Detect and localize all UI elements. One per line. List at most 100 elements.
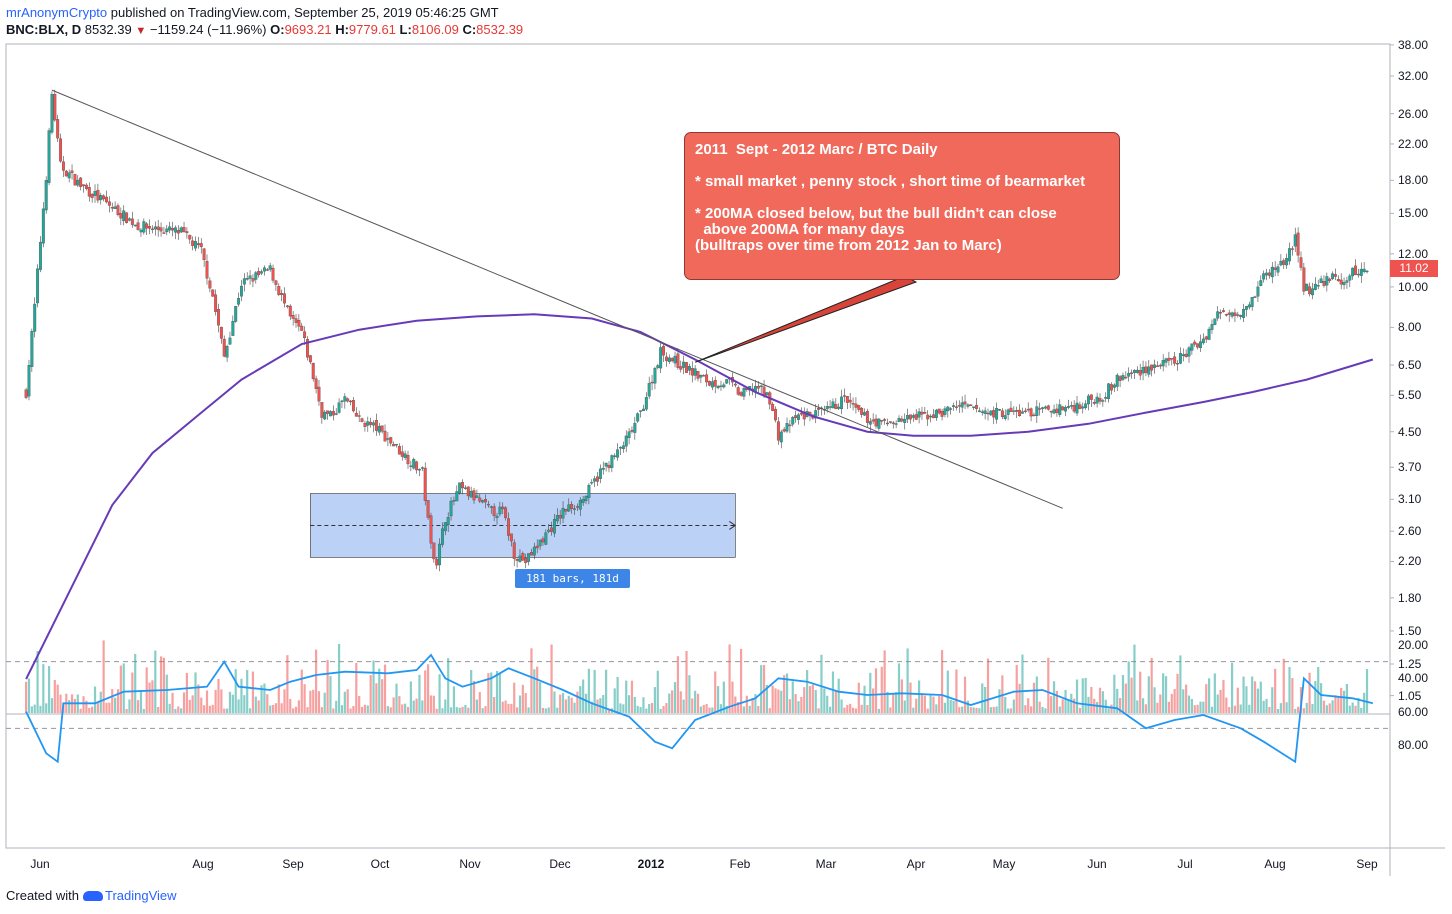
price-tick-label: 1.25 [1398, 657, 1422, 671]
volume-bar [438, 674, 441, 713]
volume-bar [938, 695, 941, 713]
candle-body [877, 418, 881, 429]
volume-bar [917, 680, 921, 713]
candle-body [851, 403, 855, 405]
volume-bar [50, 698, 54, 713]
candle-body [343, 396, 347, 402]
volume-bar [337, 643, 341, 713]
volume-bar [452, 686, 456, 713]
volume-bar [696, 693, 700, 713]
candle-body [1089, 394, 1093, 400]
volume-bar [671, 690, 674, 713]
candle-body [1112, 384, 1116, 388]
volume-bar [754, 694, 757, 713]
candle-body [509, 533, 513, 542]
candle-body [1308, 286, 1312, 295]
downtrend-line [51, 89, 1063, 509]
annotation-callout[interactable]: 2011 Sept - 2012 Marc / BTC Daily * smal… [684, 132, 1120, 280]
volume-bar [1256, 688, 1260, 713]
candle-body [558, 515, 562, 519]
candle-body [989, 410, 993, 416]
volume-bar [415, 698, 418, 713]
candle-body [1015, 410, 1019, 412]
volume-bar [111, 689, 114, 713]
candle-body [280, 293, 284, 295]
candle-body [610, 455, 614, 468]
candle-body [122, 210, 126, 222]
volume-bar [323, 692, 326, 713]
volume-bar [386, 706, 389, 713]
candles [24, 89, 1369, 572]
candle-body [567, 504, 571, 512]
volume-bar [251, 671, 255, 713]
volume-bar [432, 695, 435, 713]
volume-bar [231, 694, 234, 713]
candle-body [1066, 406, 1070, 408]
candle-body [360, 418, 364, 422]
volume-bar [521, 684, 524, 713]
candle-body [1345, 280, 1349, 283]
volume-bar [1196, 704, 1199, 713]
candle-body [245, 278, 249, 280]
volume-bar [418, 674, 421, 713]
candle-body [1227, 312, 1231, 315]
candle-body [797, 414, 800, 420]
candle-body [159, 227, 163, 232]
volume-bar [889, 707, 892, 713]
candle-body [1167, 357, 1171, 361]
volume-bar [1052, 681, 1056, 713]
volume-bar [352, 706, 355, 713]
price-tick-label: 26.00 [1398, 106, 1429, 121]
volume-bar [739, 648, 743, 713]
candle-body [779, 431, 783, 443]
candle-body [469, 490, 473, 498]
volume-bar [897, 663, 901, 713]
volume-bar [814, 689, 817, 713]
author-link[interactable]: mrAnonymCrypto [6, 5, 108, 20]
candle-body [1288, 248, 1291, 262]
candle-body [1359, 268, 1363, 276]
time-tick-label: Aug [1264, 857, 1286, 871]
volume-bar [1245, 686, 1248, 713]
volume-bar [929, 695, 932, 713]
volume-bar [1276, 708, 1280, 713]
candle-body [725, 379, 729, 384]
candle-body [929, 415, 933, 418]
low-label: L: [399, 22, 412, 37]
candle-body [1035, 406, 1039, 416]
volume-bar [940, 650, 944, 713]
candle-body [105, 196, 108, 203]
candle-body [1279, 260, 1283, 266]
candle-body [934, 409, 938, 418]
candle-body [1190, 343, 1194, 351]
volume-bar [748, 705, 751, 713]
candle-body [455, 491, 459, 502]
volume-bar [668, 693, 671, 713]
candle-body [1009, 407, 1013, 412]
volume-bar [1216, 694, 1219, 713]
candle-body [776, 421, 780, 441]
candle-body [1000, 410, 1004, 418]
volume-bar [1210, 706, 1214, 713]
volume-bar [553, 691, 556, 713]
volume-bar [1342, 690, 1346, 713]
volume-bar [961, 706, 964, 713]
candle-body [538, 539, 542, 547]
candle-body [1049, 410, 1053, 413]
volume-bar [208, 705, 211, 713]
volume-bar [1199, 701, 1202, 713]
publish-text: published on TradingView.com, September … [107, 5, 499, 20]
volume-bar [1050, 696, 1053, 713]
candle-body [185, 231, 189, 234]
volume-bar [1291, 678, 1294, 713]
candle-body [380, 425, 384, 432]
candle-body [1003, 415, 1007, 419]
candle-body [1052, 409, 1056, 414]
candle-body [673, 355, 677, 364]
volume-bar [808, 686, 812, 713]
candle-body [1046, 405, 1050, 410]
volume-bar [1018, 683, 1021, 713]
tradingview-brand-link[interactable]: TradingView [104, 888, 177, 903]
candle-body [116, 205, 120, 215]
